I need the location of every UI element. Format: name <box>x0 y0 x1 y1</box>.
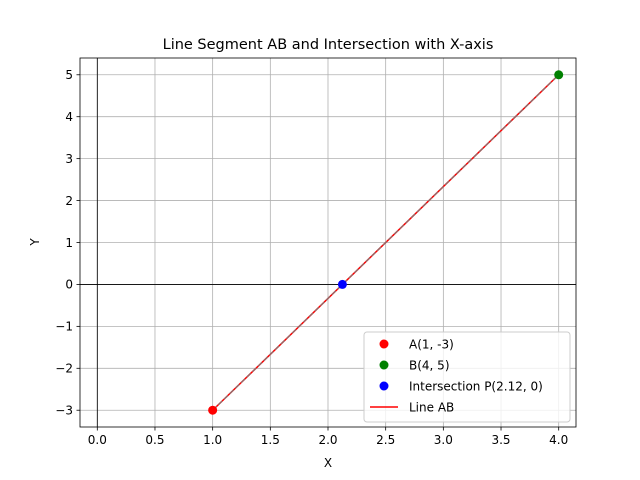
point-1 <box>554 70 564 80</box>
y-tick-label-8: 5 <box>65 68 73 82</box>
y-tick-label-1: −2 <box>55 362 73 376</box>
legend-label-1: B(4, 5) <box>409 358 450 372</box>
chart-title: Line Segment AB and Intersection with X-… <box>163 37 494 53</box>
legend: A(1, -3) B(4, 5) Intersection P(2.12, 0) Li… <box>363 331 571 423</box>
point-2 <box>337 279 347 289</box>
y-tick-label-3: 0 <box>65 278 73 292</box>
x-tick-label-7: 3.5 <box>491 433 510 447</box>
y-tick-label-0: −3 <box>55 404 73 418</box>
x-tick-label-4: 2.0 <box>318 433 337 447</box>
y-tick-label-5: 2 <box>65 194 73 208</box>
plot-area: 0.0 0.5 1.0 1.5 2.0 2.5 3.0 3.5 4.0 −3 −2 −1 0 1 2 3 4 5 A… <box>55 57 577 447</box>
x-tick-label-1: 0.5 <box>145 433 164 447</box>
x-axis-label: X <box>324 456 332 470</box>
legend-label-3: Line AB <box>409 400 454 414</box>
x-tick-label-8: 4.0 <box>549 433 568 447</box>
legend-label-2: Intersection P(2.12, 0) <box>409 379 543 393</box>
x-tick-label-2: 1.0 <box>203 433 222 447</box>
y-tick-label-7: 4 <box>65 110 73 124</box>
y-tick-label-6: 3 <box>65 152 73 166</box>
x-tick-label-6: 3.0 <box>434 433 453 447</box>
legend-marker-1 <box>379 360 389 370</box>
dashed-overlay-line <box>212 74 560 411</box>
point-0 <box>208 405 218 415</box>
y-axis-label: Y <box>28 238 42 247</box>
legend-box <box>363 331 571 423</box>
legend-marker-0 <box>379 339 389 349</box>
legend-label-0: A(1, -3) <box>409 337 454 351</box>
legend-marker-2 <box>379 381 389 391</box>
x-tick-label-5: 2.5 <box>376 433 395 447</box>
x-tick-label-0: 0.0 <box>88 433 107 447</box>
y-tick-label-2: −1 <box>55 320 73 334</box>
x-tick-label-3: 1.5 <box>261 433 280 447</box>
y-tick-label-4: 1 <box>65 236 73 250</box>
